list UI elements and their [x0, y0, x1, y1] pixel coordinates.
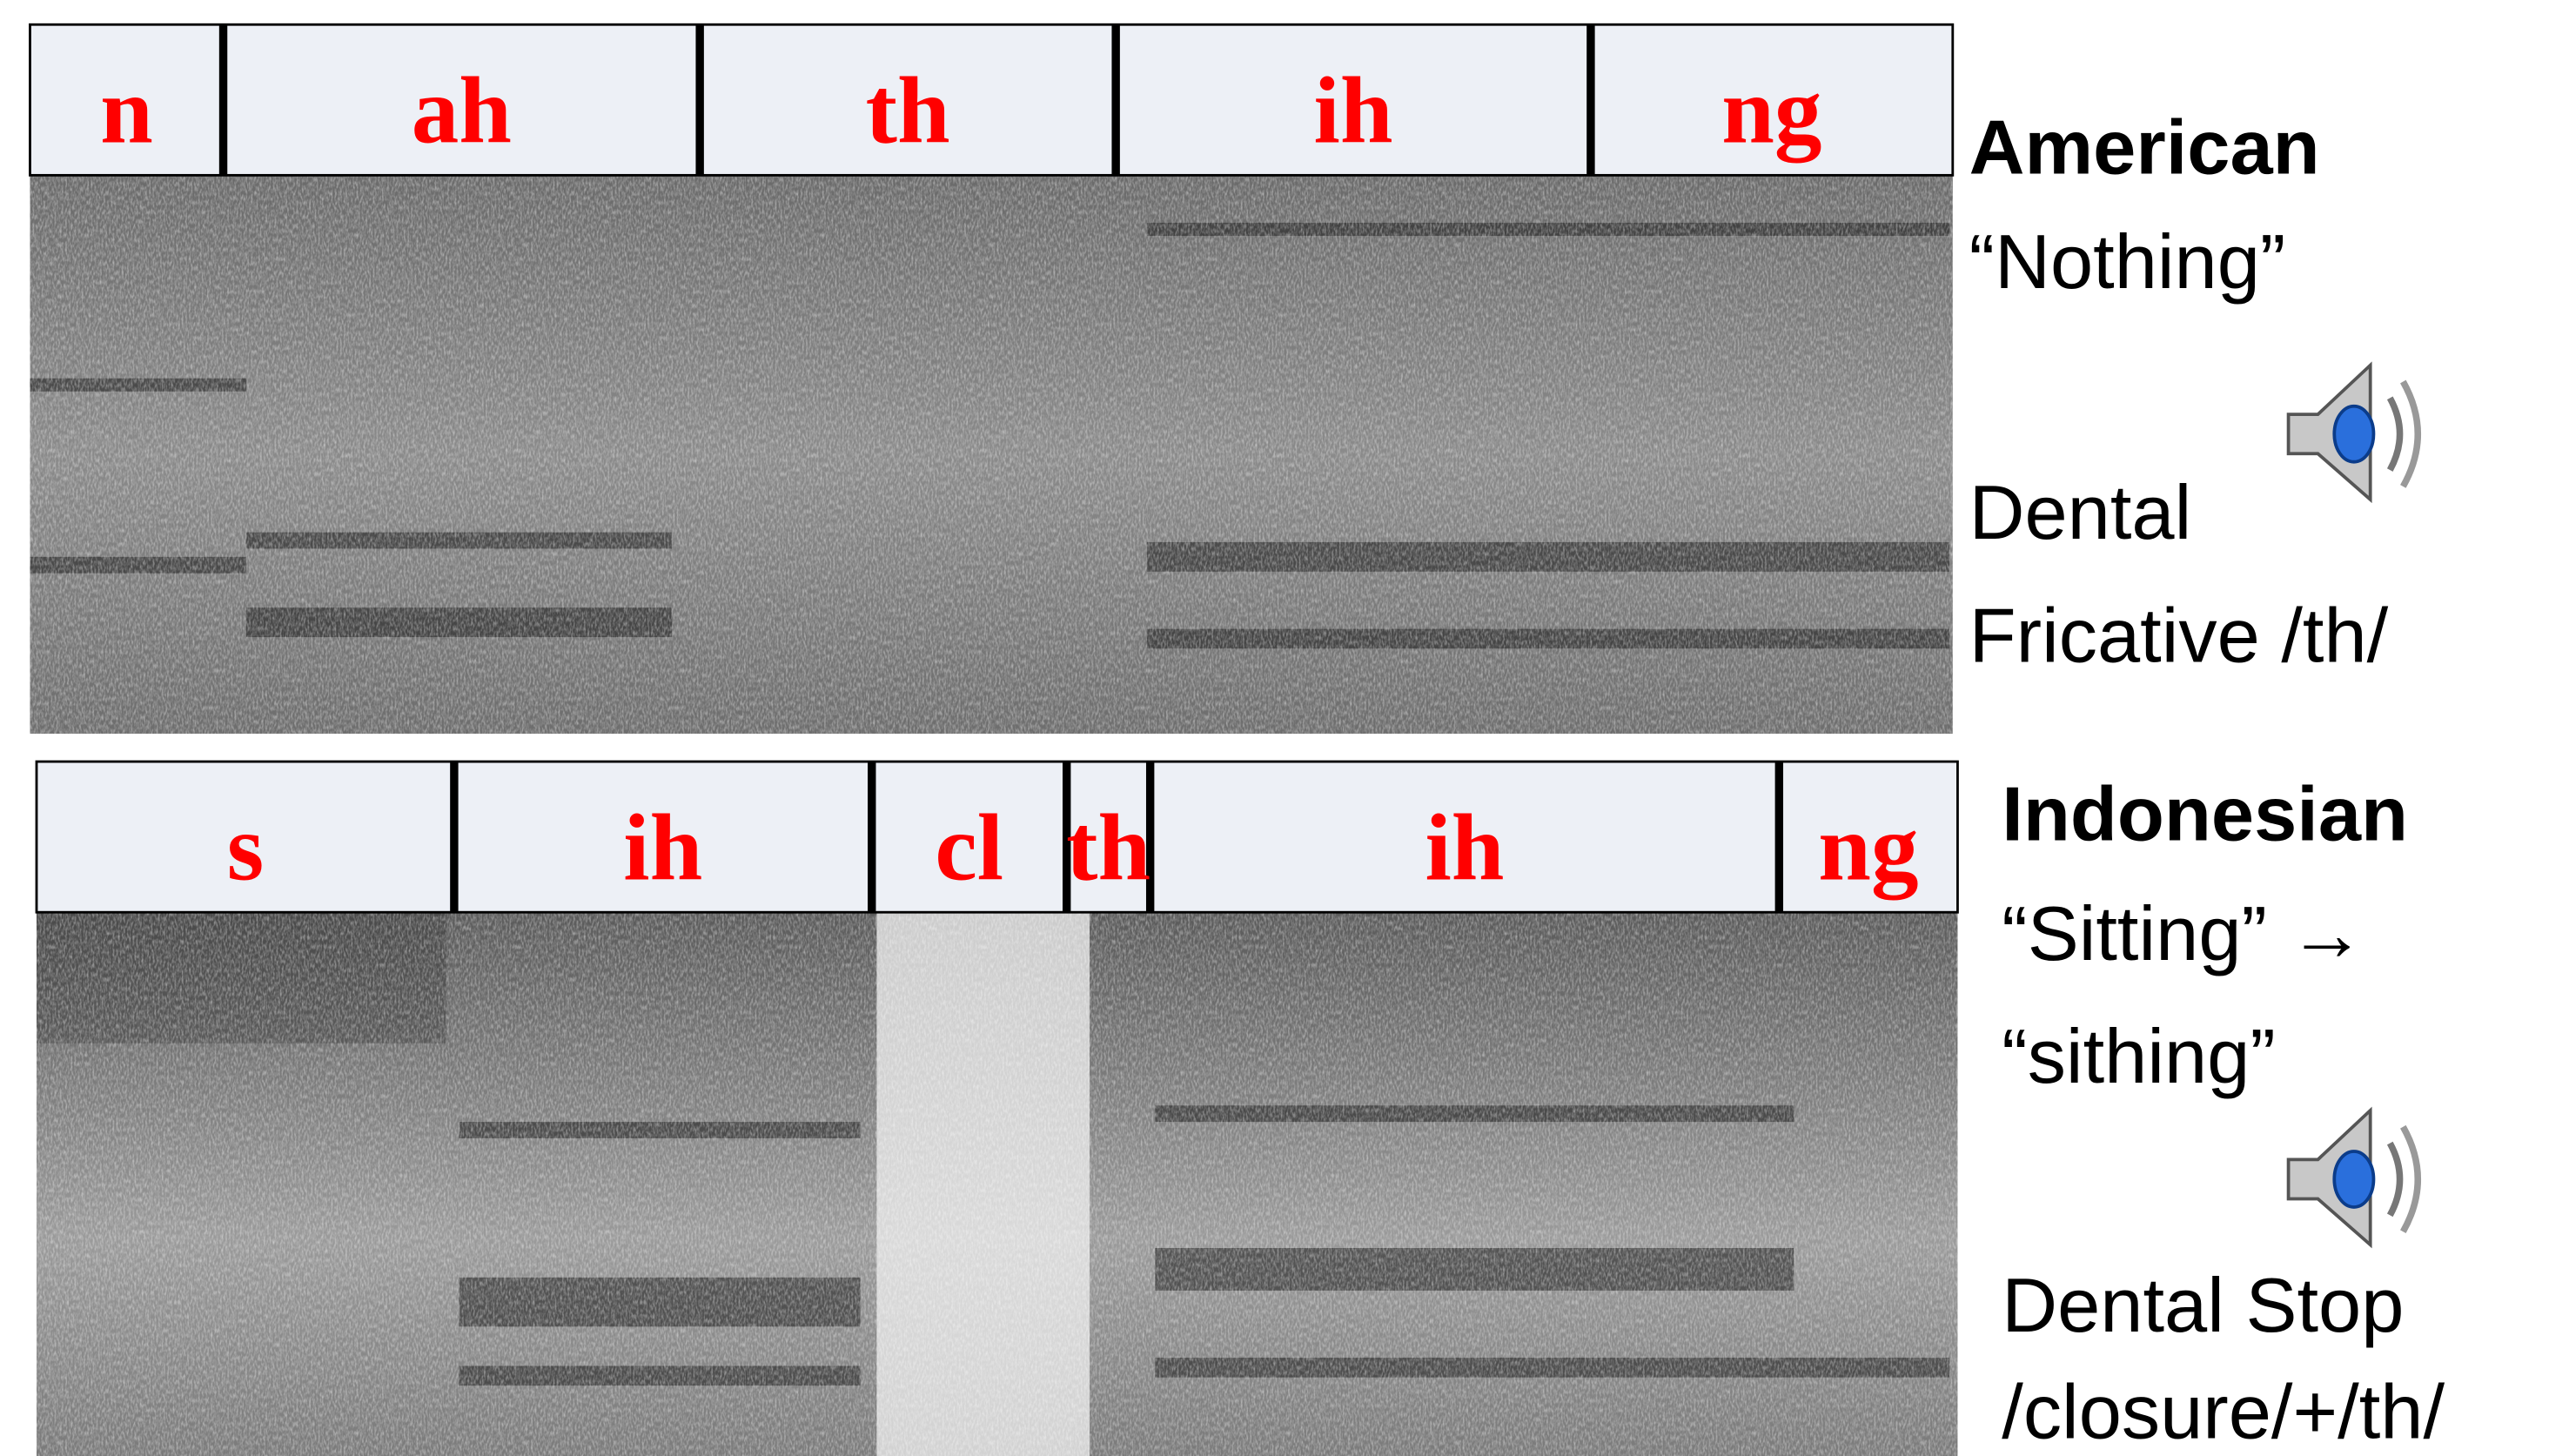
- caption-line: /closure/+/th/: [2002, 1368, 2445, 1454]
- caption-line: “sithing”: [2002, 1013, 2276, 1099]
- phoneme-label: ih: [623, 795, 702, 901]
- caption-line: Fricative /th/: [1969, 592, 2389, 678]
- caption-line: “Nothing”: [1969, 218, 2286, 305]
- phoneme-label: th: [1066, 795, 1150, 901]
- spectrogram-noise: [37, 912, 1957, 1456]
- phoneme-label: ih: [1425, 795, 1505, 901]
- caption-line: Indonesian: [2002, 770, 2408, 856]
- slide: n ah th ih ng American “Nothing” Dental Fricativ…: [0, 0, 2569, 1456]
- label-bar: [30, 24, 1952, 175]
- caption-line: Dental: [1969, 469, 2192, 555]
- phoneme-label: th: [866, 58, 950, 164]
- panel: n ah th ih ng American “Nothing” Dental Fricativ…: [30, 24, 2388, 734]
- phoneme-label: ng: [1818, 795, 1918, 901]
- audio-icon[interactable]: [2289, 1110, 2418, 1245]
- phoneme-label: s: [227, 795, 264, 901]
- phoneme-label: ah: [412, 58, 512, 164]
- spectrogram-noise: [30, 175, 1952, 734]
- phoneme-label: ng: [1721, 58, 1821, 164]
- caption-line: Dental Stop: [2002, 1262, 2404, 1348]
- caption-line: American: [1969, 104, 2320, 190]
- phoneme-label: n: [100, 58, 153, 164]
- audio-icon[interactable]: [2289, 366, 2418, 500]
- caption-line: “Sitting” →: [2002, 890, 2365, 976]
- panels: n ah th ih ng American “Nothing” Dental Fricativ…: [30, 24, 2445, 1456]
- phoneme-label: ih: [1314, 58, 1393, 164]
- phoneme-label: cl: [935, 795, 1003, 901]
